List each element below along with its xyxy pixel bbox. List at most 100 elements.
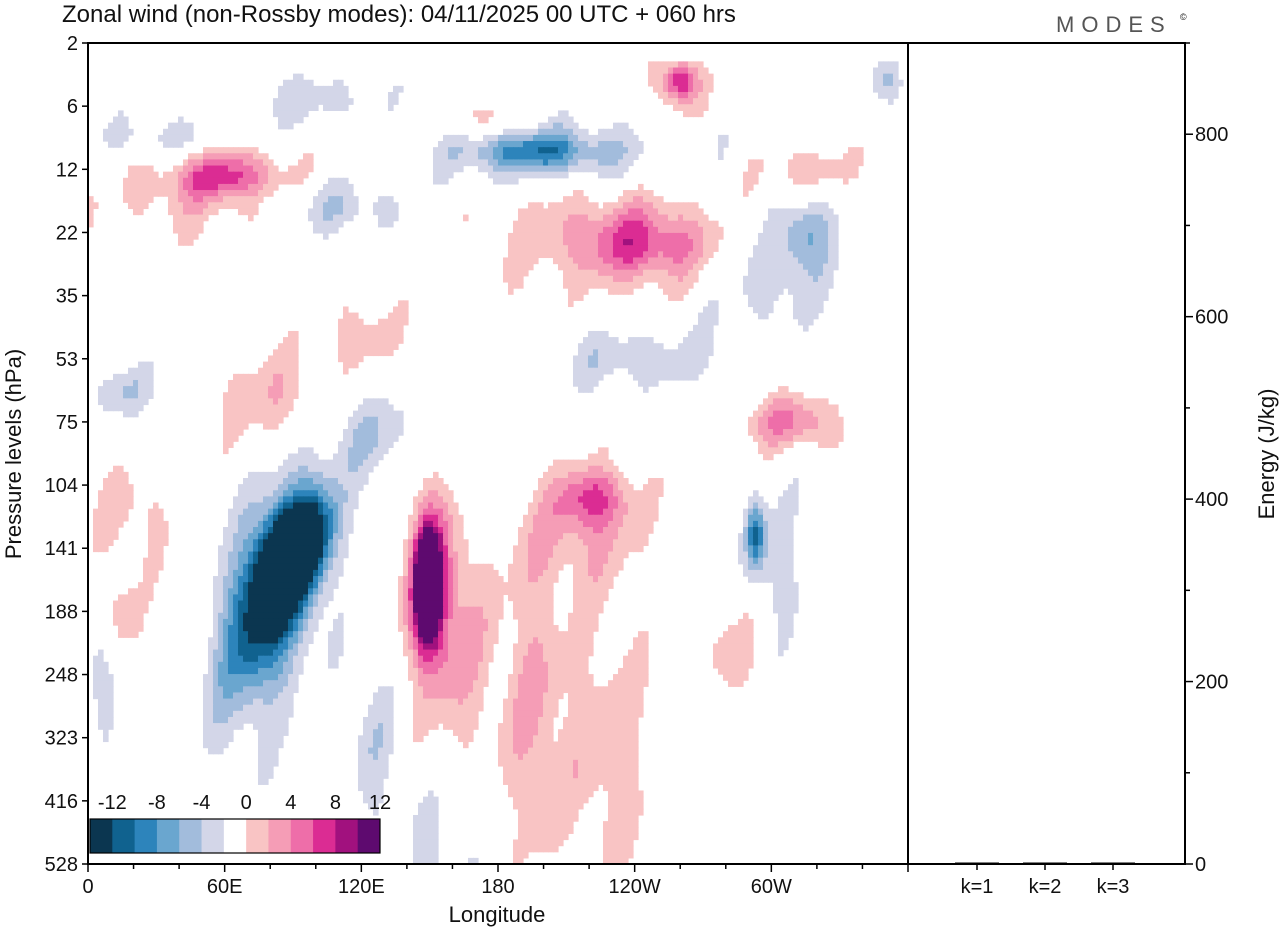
heatmap-cell	[303, 79, 309, 87]
heatmap-cell	[468, 594, 474, 602]
heatmap-cell	[293, 110, 299, 118]
heatmap-cell	[178, 208, 184, 216]
heatmap-cell	[823, 404, 829, 412]
heatmap-cell	[423, 545, 429, 553]
heatmap-cell	[578, 496, 584, 504]
heatmap-cell	[288, 643, 294, 651]
heatmap-cell	[698, 85, 704, 93]
heatmap-cell	[833, 245, 839, 252]
heatmap-cell	[743, 637, 749, 645]
heatmap-cell	[608, 128, 614, 136]
heatmap-cell	[518, 251, 524, 259]
heatmap-cell	[278, 618, 284, 626]
heatmap-cell	[763, 441, 769, 448]
heatmap-cell	[153, 527, 159, 534]
heatmap-cell	[278, 520, 284, 528]
heatmap-cell	[333, 453, 339, 461]
heatmap-cell	[638, 147, 644, 154]
heatmap-cell	[453, 159, 459, 167]
heatmap-cell	[148, 508, 154, 516]
heatmap-cell	[633, 226, 639, 234]
heatmap-cell	[778, 275, 784, 283]
heatmap-cell	[633, 257, 639, 265]
heatmap-cell	[693, 330, 699, 338]
heatmap-cell	[98, 490, 104, 497]
heatmap-cell	[418, 514, 424, 522]
heatmap-cell	[563, 527, 569, 534]
heatmap-cell	[593, 367, 599, 375]
heatmap-cell	[523, 251, 529, 259]
heatmap-cell	[158, 190, 164, 197]
heatmap-cell	[588, 263, 594, 271]
heatmap-cell	[138, 392, 144, 399]
heatmap-cell	[633, 275, 639, 283]
heatmap-cell	[593, 269, 599, 277]
heatmap-row	[293, 73, 899, 81]
heatmap-cell	[623, 520, 629, 528]
heatmap-cell	[508, 128, 514, 136]
heatmap-cell	[773, 263, 779, 271]
heatmap-cell	[598, 245, 604, 252]
heatmap-cell	[608, 349, 614, 357]
heatmap-cell	[578, 576, 584, 583]
heatmap-cell	[563, 539, 569, 547]
heatmap-cell	[568, 612, 574, 620]
heatmap-cell	[268, 625, 274, 632]
heatmap-cell	[638, 496, 644, 504]
heatmap-cell	[518, 269, 524, 277]
heatmap-cell	[268, 545, 274, 553]
heatmap-cell	[543, 520, 549, 528]
heatmap-cell	[363, 343, 369, 350]
heatmap-cell	[258, 600, 264, 608]
heatmap-cell	[663, 239, 669, 246]
heatmap-cell	[138, 190, 144, 197]
heatmap-cell	[548, 214, 554, 222]
heatmap-cell	[273, 576, 279, 583]
heatmap-cell	[253, 600, 259, 608]
heatmap-cell	[418, 600, 424, 608]
heatmap-cell	[398, 85, 404, 93]
heatmap-cell	[603, 330, 609, 338]
heatmap-cell	[263, 361, 269, 369]
heatmap-cell	[113, 600, 119, 608]
heatmap-cell	[448, 649, 454, 657]
heatmap-cell	[598, 263, 604, 271]
heatmap-cell	[313, 208, 319, 216]
heatmap-cell	[438, 545, 444, 553]
heatmap-cell	[578, 508, 584, 516]
heatmap-cell	[323, 226, 329, 234]
heatmap-cell	[288, 649, 294, 657]
heatmap-cell	[248, 502, 254, 510]
heatmap-cell	[483, 618, 489, 626]
heatmap-cell	[278, 379, 284, 387]
heatmap-cell	[638, 337, 644, 344]
heatmap-cell	[183, 165, 189, 173]
heatmap-cell	[258, 386, 264, 393]
heatmap-cell	[613, 551, 619, 559]
heatmap-cell	[513, 159, 519, 167]
heatmap-cell	[673, 349, 679, 357]
heatmap-cell	[638, 539, 644, 547]
heatmap-cell	[448, 588, 454, 596]
heatmap-cell	[653, 85, 659, 93]
heatmap-cell	[818, 275, 824, 283]
heatmap-cell	[213, 582, 219, 589]
heatmap-cell	[143, 190, 149, 197]
heatmap-row	[223, 428, 844, 436]
heatmap-row	[138, 361, 709, 369]
heatmap-cell	[448, 539, 454, 547]
heatmap-cell	[283, 582, 289, 589]
heatmap-cell	[263, 576, 269, 583]
heatmap-cell	[168, 128, 174, 136]
heatmap-cell	[593, 545, 599, 553]
heatmap-cell	[523, 514, 529, 522]
heatmap-cell	[583, 367, 589, 375]
heatmap-cell	[593, 257, 599, 265]
heatmap-cell	[463, 147, 469, 154]
heatmap-cell	[418, 631, 424, 638]
heatmap-cell	[88, 214, 94, 222]
heatmap-cell	[758, 239, 764, 246]
heatmap-cell	[263, 177, 269, 185]
heatmap-cell	[888, 85, 894, 93]
heatmap-cell	[623, 514, 629, 522]
